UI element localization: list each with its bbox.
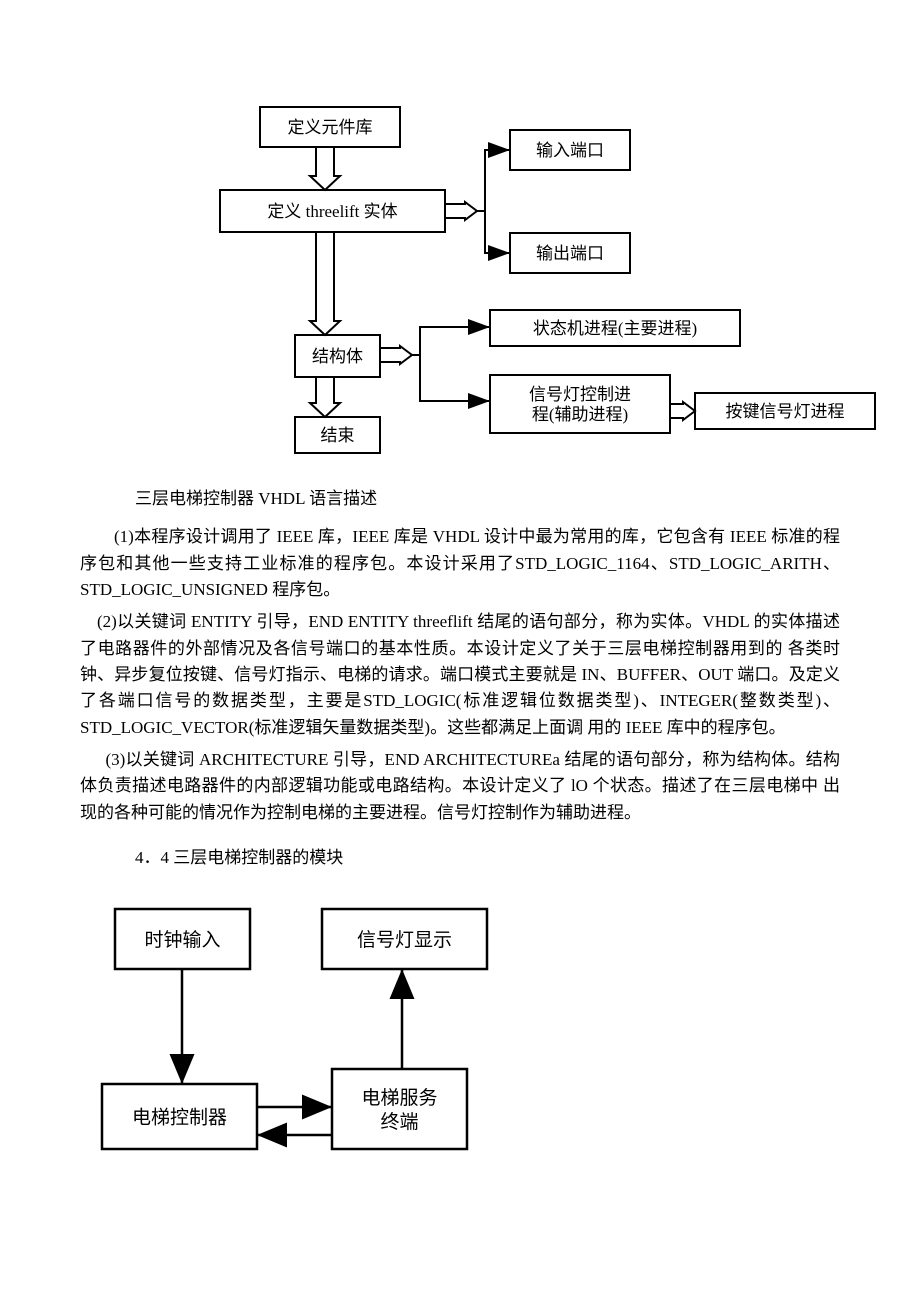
para-3-text: (3)以关键词 ARCHITECTURE 引导，END ARCHITECTURE… xyxy=(80,750,840,822)
paragraph-2: (2)以关键词 ENTITY 引导，END ENTITY threeflift … xyxy=(80,609,840,741)
svg-text:程(辅助进程): 程(辅助进程) xyxy=(532,405,628,424)
section-title-2: 4．4 三层电梯控制器的模块 xyxy=(135,844,840,871)
svg-text:终端: 终端 xyxy=(380,1111,418,1133)
para-2-text: (2)以关键词 ENTITY 引导，END ENTITY threeflift … xyxy=(80,612,840,736)
svg-text:信号灯显示: 信号灯显示 xyxy=(357,929,452,951)
svg-text:时钟输入: 时钟输入 xyxy=(144,929,220,951)
vhdl-structure-flowchart: 定义元件库定义 threelift 实体结构体结束 输入端口输出端口状态机进程(主… xyxy=(165,95,840,465)
svg-text:状态机进程(主要进程): 状态机进程(主要进程) xyxy=(533,319,697,338)
section-title-1: 三层电梯控制器 VHDL 语言描述 xyxy=(135,485,840,512)
svg-text:按键信号灯进程: 按键信号灯进程 xyxy=(726,402,845,421)
svg-text:输出端口: 输出端口 xyxy=(536,244,604,263)
paragraph-1: (1)本程序设计调用了 IEEE 库，IEEE 库是 VHDL 设计中最为常用的… xyxy=(80,524,840,603)
svg-text:结构体: 结构体 xyxy=(312,347,363,366)
paragraph-3: (3)以关键词 ARCHITECTURE 引导，END ARCHITECTURE… xyxy=(80,747,840,826)
para-1-text: (1)本程序设计调用了 IEEE 库，IEEE 库是 VHDL 设计中最为常用的… xyxy=(80,527,840,599)
module-flowchart: 时钟输入 信号灯显示电梯控制器 电梯服务终端 xyxy=(87,889,840,1169)
svg-text:输入端口: 输入端口 xyxy=(536,141,604,160)
svg-text:定义 threelift 实体: 定义 threelift 实体 xyxy=(267,202,397,221)
svg-text:信号灯控制进: 信号灯控制进 xyxy=(529,385,631,404)
svg-text:电梯服务: 电梯服务 xyxy=(361,1087,437,1109)
svg-text:电梯控制器: 电梯控制器 xyxy=(132,1107,227,1129)
svg-text:结束: 结束 xyxy=(321,426,355,445)
svg-text:定义元件库: 定义元件库 xyxy=(288,118,373,137)
